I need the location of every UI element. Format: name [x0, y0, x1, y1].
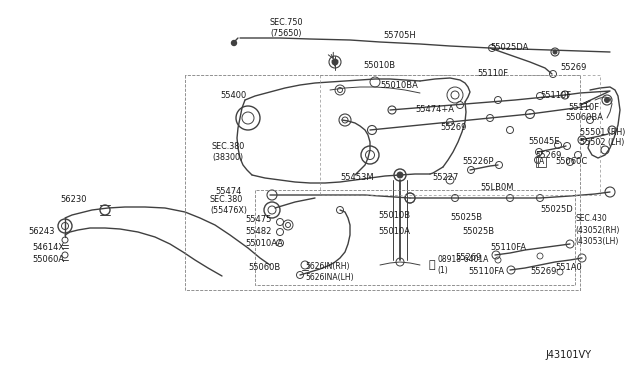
Text: J43101VY: J43101VY: [545, 350, 591, 360]
Text: 55502 (LH): 55502 (LH): [580, 138, 625, 148]
Circle shape: [605, 97, 609, 103]
Text: 56230: 56230: [60, 196, 86, 205]
Text: 55269: 55269: [535, 151, 561, 160]
Text: SEC.380
(55476X): SEC.380 (55476X): [210, 195, 247, 215]
Text: 55025DA: 55025DA: [490, 44, 529, 52]
Text: 08918-6401A
(1): 08918-6401A (1): [437, 255, 488, 275]
Text: 55475: 55475: [245, 215, 271, 224]
Text: 55010A: 55010A: [378, 228, 410, 237]
Circle shape: [397, 172, 403, 178]
Text: 55025D: 55025D: [540, 205, 573, 215]
Text: 55501 (RH): 55501 (RH): [580, 128, 625, 138]
Text: 55010BA: 55010BA: [380, 80, 418, 90]
Text: 55110F: 55110F: [568, 103, 599, 112]
Text: SEC.430
(43052(RH)
(43053(LH): SEC.430 (43052(RH) (43053(LH): [575, 214, 620, 246]
Text: 55060A: 55060A: [32, 256, 64, 264]
Text: 55482: 55482: [245, 228, 271, 237]
Text: 55010B: 55010B: [363, 61, 395, 70]
Text: 55269: 55269: [440, 124, 467, 132]
Text: 55474+A: 55474+A: [415, 106, 454, 115]
Text: 55453M: 55453M: [340, 173, 374, 183]
Text: 55060C: 55060C: [555, 157, 588, 167]
Text: 55269: 55269: [530, 267, 556, 276]
Text: 55060BA: 55060BA: [565, 113, 603, 122]
Text: SEC.750
(75650): SEC.750 (75650): [270, 18, 303, 38]
Text: 55474: 55474: [215, 187, 241, 196]
Text: 55010AA: 55010AA: [245, 238, 283, 247]
Text: 55110F: 55110F: [540, 92, 571, 100]
Text: 56243: 56243: [28, 228, 54, 237]
Text: 55LB0M: 55LB0M: [480, 183, 513, 192]
Text: 5626IN(RH)
5626INA(LH): 5626IN(RH) 5626INA(LH): [305, 262, 354, 282]
Text: 55025B: 55025B: [462, 228, 494, 237]
Text: 54614X: 54614X: [32, 244, 64, 253]
Text: Ⓝ: Ⓝ: [429, 260, 435, 270]
Text: A: A: [538, 157, 543, 167]
Text: 55226P: 55226P: [462, 157, 493, 167]
Text: 55269: 55269: [560, 64, 586, 73]
Text: 55010B: 55010B: [378, 211, 410, 219]
Text: 55400: 55400: [220, 92, 246, 100]
Text: 55227: 55227: [432, 173, 458, 183]
Text: 55705H: 55705H: [383, 31, 416, 39]
Text: A: A: [540, 157, 545, 167]
Text: 551A0: 551A0: [555, 263, 582, 273]
Circle shape: [232, 41, 237, 45]
Text: 55025B: 55025B: [450, 214, 482, 222]
Text: 55045E: 55045E: [528, 138, 559, 147]
Text: SEC.380
(38300): SEC.380 (38300): [212, 142, 245, 162]
Text: 55110F: 55110F: [477, 68, 508, 77]
Text: 55060B: 55060B: [248, 263, 280, 273]
Circle shape: [553, 50, 557, 54]
Text: 55269: 55269: [455, 253, 481, 263]
Circle shape: [332, 59, 338, 65]
Text: 55110FA: 55110FA: [468, 267, 504, 276]
Text: 55110FA: 55110FA: [490, 244, 526, 253]
